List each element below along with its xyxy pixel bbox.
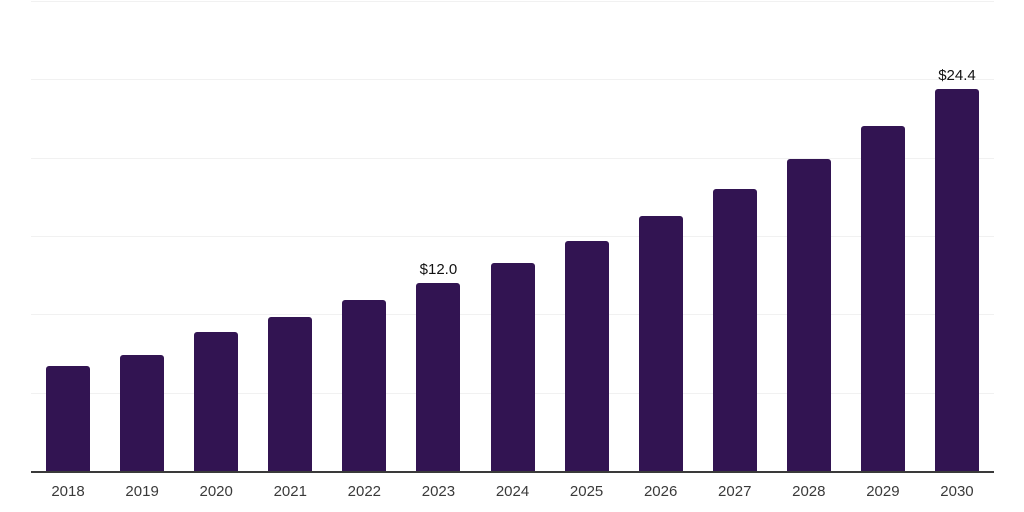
plot-area: $12.0 $24.4 [31, 1, 994, 473]
bar-2028[interactable] [786, 159, 831, 471]
gridline-30 [31, 1, 994, 2]
x-axis-labels: 2018 2019 2020 2021 2022 2023 2024 2025 2026 2027… [31, 483, 994, 501]
bar-slot-2020 [179, 1, 253, 471]
bar-2030[interactable] [934, 88, 979, 471]
bar-value-label-2023: $12.0 [419, 261, 458, 278]
bar-slot-2019 [105, 1, 179, 471]
bar-slot-2028 [772, 1, 846, 471]
bar-2022[interactable] [342, 300, 387, 471]
bar-2027[interactable] [712, 189, 757, 471]
bars-container: $12.0 $24.4 [31, 1, 994, 471]
bar-2020[interactable] [194, 331, 239, 471]
x-tick-2018: 2018 [51, 483, 85, 500]
x-tick-2023: 2023 [421, 483, 456, 500]
bar-slot-2018 [31, 1, 105, 471]
x-tick-2025: 2025 [569, 483, 604, 500]
gridline-15 [31, 236, 994, 237]
gridline-25 [31, 79, 994, 81]
x-tick-2029: 2029 [866, 483, 900, 500]
x-tick-2020: 2020 [199, 483, 233, 500]
bar-2021[interactable] [268, 317, 313, 471]
bar-slot-2021 [253, 1, 327, 471]
bar-2018[interactable] [46, 366, 91, 471]
x-tick-2024: 2024 [495, 483, 530, 500]
bar-slot-2030: $24.4 [920, 1, 994, 471]
bar-slot-2024 [475, 1, 549, 471]
bar-value-label-2030: $24.4 [938, 66, 976, 84]
bar-2024[interactable] [490, 262, 535, 471]
x-tick-2019: 2019 [125, 483, 159, 500]
bar-2025[interactable] [564, 240, 609, 471]
x-tick-2022: 2022 [347, 483, 382, 500]
bar-2023[interactable] [416, 283, 461, 471]
bar-slot-2022 [327, 1, 401, 471]
x-tick-2028: 2028 [792, 483, 826, 500]
x-tick-2030: 2030 [940, 483, 974, 500]
bar-2019[interactable] [120, 355, 165, 471]
bar-2029[interactable] [860, 126, 905, 471]
gridline-20 [31, 157, 994, 159]
bar-slot-2029 [846, 1, 920, 471]
x-tick-2027: 2027 [718, 483, 752, 500]
bar-slot-2027 [698, 1, 772, 471]
bar-slot-2026 [624, 1, 698, 471]
bar-slot-2023: $12.0 [401, 1, 475, 471]
bar-slot-2025 [550, 1, 624, 471]
bar-2026[interactable] [638, 215, 683, 471]
x-tick-2026: 2026 [643, 483, 678, 500]
x-tick-2021: 2021 [273, 483, 307, 500]
